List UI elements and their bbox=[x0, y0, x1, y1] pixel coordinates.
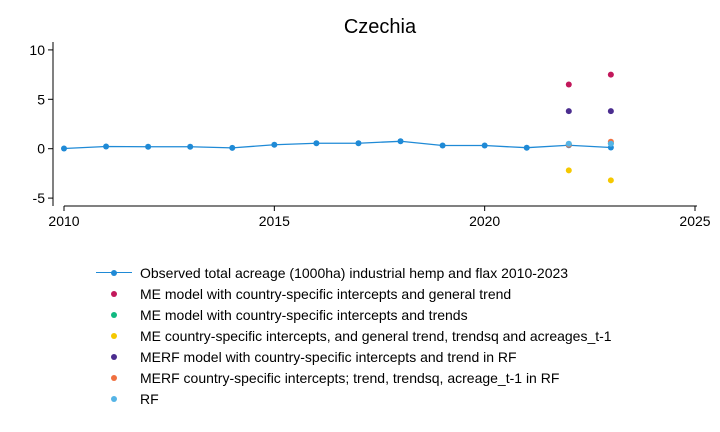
legend-marker bbox=[111, 311, 117, 318]
chart-title: Czechia bbox=[344, 16, 417, 38]
legend-swatch bbox=[96, 330, 132, 342]
legend-item: ME country-specific intercepts, and gene… bbox=[96, 325, 612, 346]
data-point bbox=[565, 81, 572, 88]
legend-swatch bbox=[96, 393, 132, 405]
legend-item: Observed total acreage (1000ha) industri… bbox=[96, 262, 612, 283]
x-tick-label: 2015 bbox=[259, 213, 290, 229]
data-point bbox=[607, 71, 614, 78]
data-point bbox=[481, 142, 488, 149]
legend-swatch bbox=[96, 351, 132, 363]
legend-swatch bbox=[96, 267, 132, 279]
legend-item: MERF model with country-specific interce… bbox=[96, 346, 612, 367]
legend-label: ME country-specific intercepts, and gene… bbox=[140, 327, 612, 344]
data-point bbox=[565, 108, 572, 115]
legend-swatch bbox=[96, 309, 132, 321]
y-tick-label: -5 bbox=[33, 190, 46, 206]
legend-swatch bbox=[96, 372, 132, 384]
data-point bbox=[271, 141, 278, 148]
series-2 bbox=[565, 71, 614, 88]
y-tick-label: 0 bbox=[37, 141, 45, 157]
series-5 bbox=[565, 108, 614, 115]
x-tick-label: 2020 bbox=[469, 213, 500, 229]
data-point bbox=[61, 145, 67, 152]
legend-swatch bbox=[96, 288, 132, 300]
legend-label: Observed total acreage (1000ha) industri… bbox=[140, 264, 569, 281]
data-point bbox=[565, 140, 572, 147]
series-line bbox=[63, 140, 611, 150]
data-point bbox=[355, 140, 362, 147]
legend-item: ME model with country-specific intercept… bbox=[96, 283, 612, 304]
legend-label: RF bbox=[140, 390, 159, 407]
series-7 bbox=[565, 140, 614, 147]
legend-label: MERF country-specific intercepts; trend,… bbox=[140, 369, 560, 386]
legend-marker bbox=[111, 269, 117, 276]
legend-label: ME model with country-specific intercept… bbox=[140, 285, 512, 302]
legend-marker bbox=[111, 395, 117, 402]
legend-label: MERF model with country-specific interce… bbox=[140, 348, 517, 365]
x-tick-label: 2010 bbox=[48, 213, 79, 229]
data-point bbox=[607, 140, 614, 147]
data-point bbox=[229, 144, 236, 151]
data-point bbox=[187, 143, 194, 150]
chart: Czechia -5 0 5 10 2010 2015 2020 2025 bbox=[29, 16, 710, 229]
data-point bbox=[607, 177, 614, 184]
data-point bbox=[103, 143, 110, 150]
legend-item: RF bbox=[96, 388, 612, 409]
data-point bbox=[565, 167, 572, 174]
x-tick-label: 2025 bbox=[679, 213, 710, 229]
legend-item: ME model with country-specific intercept… bbox=[96, 304, 612, 325]
legend-marker bbox=[111, 353, 117, 360]
legend: Observed total acreage (1000ha) industri… bbox=[96, 262, 612, 409]
plot-marks bbox=[61, 71, 614, 184]
y-tick-label: 10 bbox=[29, 42, 45, 58]
data-point bbox=[607, 108, 614, 115]
data-point bbox=[145, 143, 152, 150]
legend-label: ME model with country-specific intercept… bbox=[140, 306, 468, 323]
series-1 bbox=[61, 138, 614, 152]
data-point bbox=[313, 140, 320, 147]
series-4 bbox=[565, 167, 614, 184]
y-tick-label: 5 bbox=[37, 91, 45, 107]
legend-marker bbox=[111, 332, 117, 339]
data-point bbox=[439, 142, 446, 149]
data-point bbox=[523, 144, 530, 151]
legend-marker bbox=[111, 290, 117, 297]
legend-marker bbox=[111, 374, 117, 381]
axes: -5 0 5 10 2010 2015 2020 2025 bbox=[29, 42, 710, 229]
legend-item: MERF country-specific intercepts; trend,… bbox=[96, 367, 612, 388]
data-point bbox=[397, 138, 404, 145]
